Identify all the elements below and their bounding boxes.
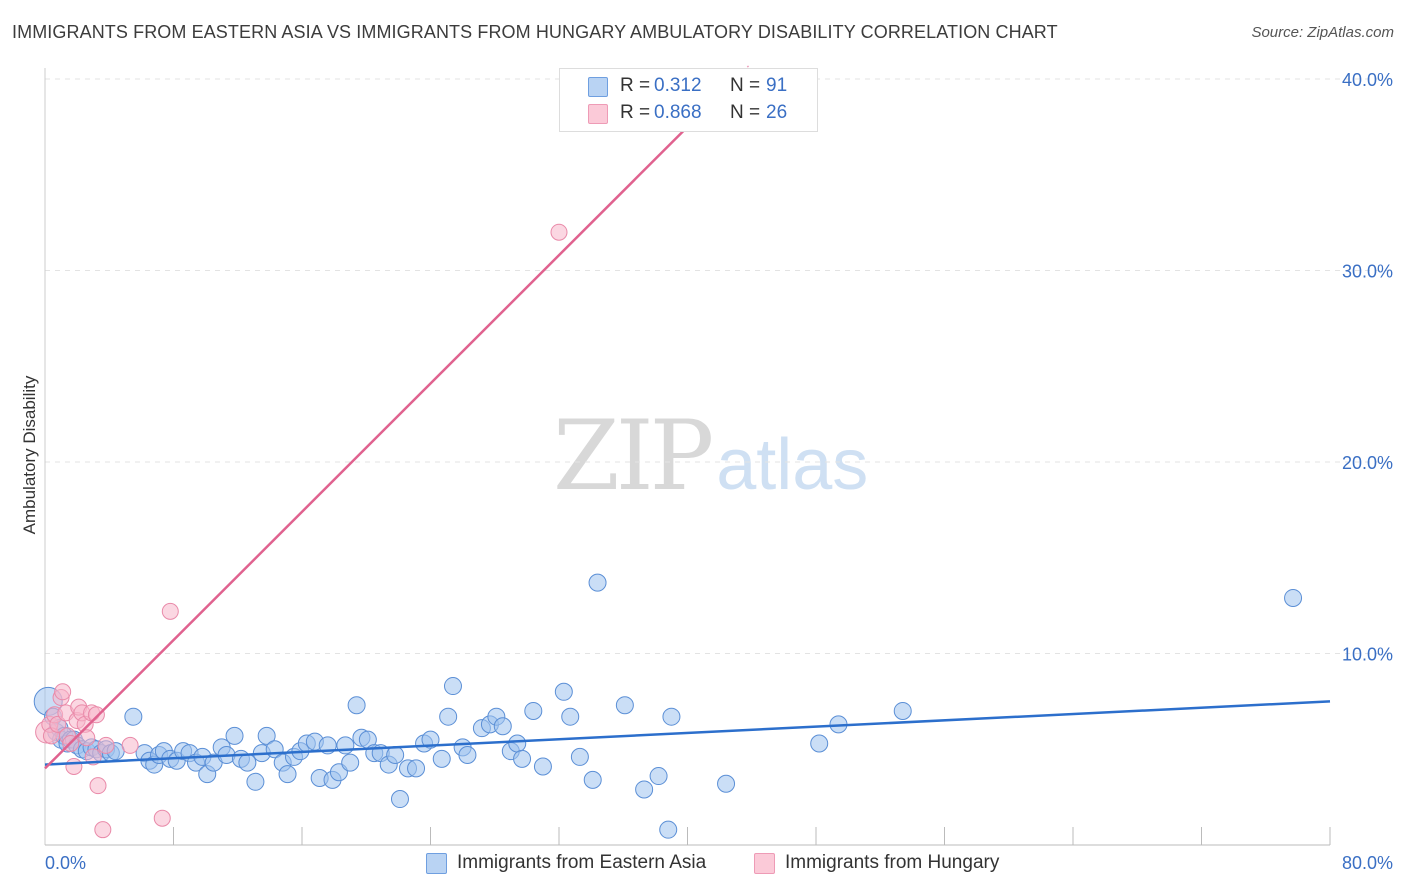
data-point-eastern-asia	[341, 753, 360, 772]
data-point-eastern-asia	[662, 707, 681, 726]
r-label: R =	[620, 75, 651, 96]
data-point-eastern-asia	[347, 696, 366, 715]
data-point-hungary	[87, 706, 105, 724]
data-point-eastern-asia	[659, 820, 678, 839]
y-tick-label: 40.0%	[1342, 70, 1393, 90]
r-value: 0.312	[654, 75, 702, 96]
legend-label: Immigrants from Eastern Asia	[457, 852, 707, 873]
stats-legend: R = 0.312 N = 91 R = 0.868 N = 26	[559, 68, 818, 132]
data-point-eastern-asia	[386, 745, 405, 764]
data-point-eastern-asia	[554, 682, 573, 701]
data-point-hungary	[153, 809, 171, 827]
data-point-eastern-asia	[336, 736, 355, 755]
data-point-eastern-asia	[635, 780, 654, 799]
data-point-eastern-asia	[432, 749, 451, 768]
data-point-eastern-asia	[588, 573, 607, 592]
x-tick-label: 80.0%	[1342, 853, 1393, 873]
legend-swatch-blue	[588, 77, 608, 97]
data-point-hungary	[78, 729, 96, 747]
r-label: R =	[620, 102, 651, 123]
data-point-hungary	[550, 223, 568, 241]
data-point-eastern-asia	[238, 753, 257, 772]
y-tick-label: 10.0%	[1342, 645, 1393, 665]
data-point-eastern-asia	[246, 772, 265, 791]
data-point-eastern-asia	[649, 767, 668, 786]
watermark-zip: ZIP	[553, 400, 714, 512]
data-point-eastern-asia	[257, 726, 276, 745]
data-point-hungary	[94, 821, 112, 839]
legend-label: Immigrants from Hungary	[785, 852, 1000, 873]
legend-swatch-pink	[754, 853, 775, 874]
legend-swatch-blue	[426, 853, 447, 874]
data-point-eastern-asia	[124, 707, 143, 726]
data-point-eastern-asia	[508, 734, 527, 753]
data-point-eastern-asia	[583, 770, 602, 789]
r-value: 0.868	[654, 102, 702, 123]
n-label: N =	[730, 75, 761, 96]
data-point-eastern-asia	[493, 717, 512, 736]
data-point-hungary	[65, 757, 83, 775]
y-axis-label: Ambulatory Disability	[20, 375, 39, 535]
trend-line-hungary	[44, 122, 692, 770]
data-point-eastern-asia	[407, 759, 426, 778]
data-point-eastern-asia	[225, 726, 244, 745]
x-tick-label: 0.0%	[45, 853, 86, 873]
data-point-eastern-asia	[1284, 588, 1303, 607]
data-point-eastern-asia	[893, 701, 912, 720]
chart-title: IMMIGRANTS FROM EASTERN ASIA VS IMMIGRAN…	[12, 22, 1058, 42]
data-point-hungary	[89, 777, 107, 795]
n-value: 91	[766, 75, 788, 96]
data-point-eastern-asia	[615, 696, 634, 715]
data-point-eastern-asia	[561, 707, 580, 726]
data-point-hungary	[161, 602, 179, 620]
data-point-eastern-asia	[810, 734, 829, 753]
watermark-atlas: atlas	[716, 425, 869, 505]
data-point-hungary	[49, 715, 67, 733]
data-point-eastern-asia	[443, 677, 462, 696]
trend-line-eastern-asia	[44, 700, 1331, 766]
data-point-eastern-asia	[717, 774, 736, 793]
n-value: 26	[766, 102, 788, 123]
legend-swatch-pink	[588, 104, 608, 124]
data-point-eastern-asia	[421, 730, 440, 749]
n-label: N =	[730, 102, 761, 123]
data-point-eastern-asia	[513, 749, 532, 768]
watermark: ZIPatlas	[553, 400, 868, 512]
data-point-eastern-asia	[390, 790, 409, 809]
data-point-eastern-asia	[278, 765, 297, 784]
data-point-eastern-asia	[458, 745, 477, 764]
data-point-eastern-asia	[570, 747, 589, 766]
data-point-hungary	[97, 736, 115, 754]
y-tick-label: 20.0%	[1342, 453, 1393, 473]
data-point-eastern-asia	[439, 707, 458, 726]
y-tick-label: 30.0%	[1342, 262, 1393, 282]
source-label: Source: ZipAtlas.com	[1251, 24, 1394, 41]
data-point-eastern-asia	[533, 757, 552, 776]
data-point-eastern-asia	[524, 701, 543, 720]
data-point-hungary	[121, 736, 139, 754]
data-point-hungary	[54, 683, 72, 701]
